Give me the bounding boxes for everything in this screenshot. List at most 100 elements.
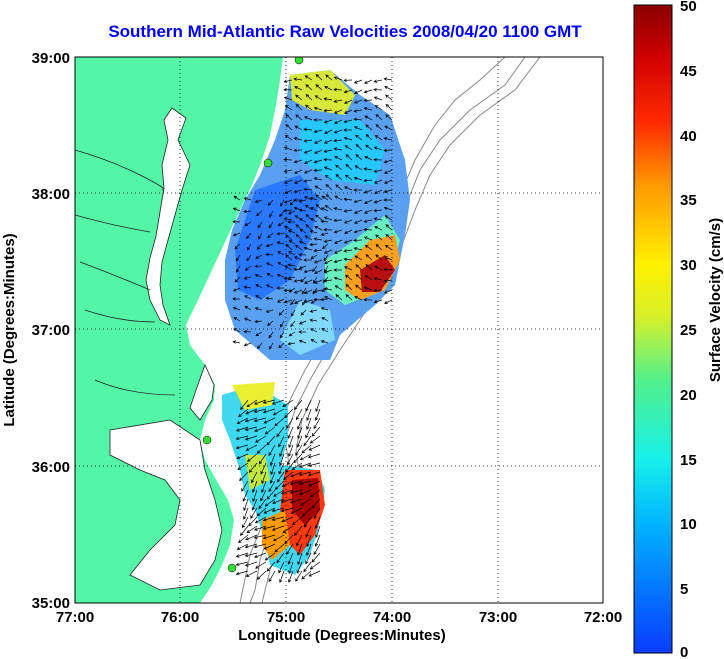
velocity-arrow: [293, 206, 303, 211]
velocity-arrow: [284, 105, 293, 111]
velocity-arrow: [274, 417, 285, 427]
velocity-arrow: [285, 234, 293, 241]
velocity-arrow: [263, 543, 276, 550]
velocity-arrow: [383, 189, 393, 194]
velocity-arrow: [303, 179, 313, 183]
river-3: [79, 261, 151, 291]
velocity-arrow: [333, 276, 343, 281]
colorbar-tick-label: 40: [680, 128, 697, 145]
velocity-arrow: [256, 570, 267, 580]
velocity-arrow: [334, 285, 343, 291]
velocity-arrow: [383, 159, 393, 164]
velocity-arrow: [255, 254, 263, 259]
velocity-arrow: [294, 179, 303, 184]
velocity-arrow: [293, 289, 303, 294]
river-4: [84, 309, 156, 323]
velocity-arrow: [293, 279, 303, 283]
velocity-arrow: [279, 453, 285, 467]
velocity-arrow: [303, 258, 313, 262]
velocity-arrow: [291, 462, 303, 471]
velocity-arrow: [364, 199, 373, 204]
land-mass: [75, 57, 283, 603]
velocity-arrow: [290, 507, 303, 514]
velocity-arrow: [343, 78, 353, 83]
y-tick-label: 36:00: [32, 459, 70, 476]
velocity-arrow: [375, 234, 383, 241]
velocity-arrow: [253, 408, 267, 414]
colorbar-tick-label: 30: [680, 257, 697, 274]
x-tick-label: 76:00: [161, 609, 199, 626]
velocity-arrow: [288, 239, 296, 245]
velocity-arrow: [306, 417, 312, 430]
velocity-arrow: [384, 244, 393, 251]
velocity-arrow: [363, 178, 373, 183]
velocity-arrow: [333, 129, 343, 134]
velocity-arrow: [294, 86, 303, 91]
velocity-arrow: [290, 298, 296, 306]
velocity-arrow: [315, 525, 321, 539]
velocity-arrow: [284, 265, 293, 271]
velocity-arrow: [244, 435, 258, 441]
velocity-arrow: [315, 214, 323, 221]
velocity-arrow: [295, 570, 303, 582]
velocity-arrow: [324, 175, 333, 181]
velocity-arrow: [313, 276, 318, 284]
velocity-arrow: [287, 552, 294, 565]
velocity-arrow: [281, 516, 294, 523]
river-1: [75, 149, 165, 191]
velocity-arrow: [354, 296, 363, 301]
velocity-arrow: [365, 124, 373, 131]
velocity-arrow: [383, 289, 393, 294]
velocity-arrow: [373, 217, 383, 221]
colorbar-tick-label: 25: [680, 322, 697, 339]
velocity-arrow: [235, 426, 249, 432]
velocity-arrow: [323, 254, 329, 262]
velocity-arrow: [298, 240, 307, 245]
velocity-arrow: [246, 399, 258, 408]
velocity-arrow: [333, 268, 343, 272]
velocity-arrow: [260, 462, 267, 475]
velocity-arrow: [263, 507, 276, 514]
velocity-arrow: [365, 254, 373, 261]
velocity-arrow: [323, 227, 333, 232]
velocity-arrow: [253, 534, 267, 540]
velocity-arrow: [244, 221, 252, 227]
velocity-arrow: [245, 444, 258, 451]
river-2: [75, 214, 151, 233]
velocity-arrow: [383, 267, 393, 272]
velocity-arrow: [335, 294, 343, 301]
velocity-arrow: [276, 471, 285, 483]
velocity-arrow: [274, 543, 285, 553]
velocity-arrow: [254, 516, 267, 524]
velocity-arrow: [323, 249, 333, 254]
velocity-arrow: [315, 74, 323, 81]
velocity-arrow: [298, 320, 307, 325]
velocity-arrow: [304, 159, 313, 164]
velocity-arrow: [313, 106, 323, 111]
velocity-arrow: [373, 199, 383, 204]
velocity-arrow: [258, 232, 263, 240]
velocity-arrow: [252, 489, 258, 503]
velocity-arrow: [246, 525, 258, 534]
velocity-arrow: [293, 148, 303, 153]
velocity-arrow: [363, 89, 373, 94]
velocity-arrow: [305, 94, 313, 101]
velocity-arrow: [323, 166, 333, 171]
velocity-arrow: [258, 498, 267, 510]
velocity-arrow: [323, 216, 333, 221]
velocity-arrow: [385, 114, 393, 121]
velocity-arrow: [235, 444, 249, 450]
velocity-arrow: [343, 219, 353, 224]
velocity-arrow: [234, 243, 241, 250]
velocity-arrow: [354, 134, 363, 141]
velocity-arrow: [315, 399, 321, 413]
velocity-arrow: [354, 255, 363, 261]
velocity-arrow: [312, 287, 318, 295]
velocity-arrow: [272, 498, 285, 505]
velocity-arrow: [279, 331, 285, 339]
velocity-arrow: [313, 118, 323, 122]
velocity-arrow: [334, 249, 343, 254]
velocity-arrow: [303, 139, 313, 143]
velocity-arrow: [333, 229, 343, 234]
velocity-arrow: [294, 169, 303, 174]
